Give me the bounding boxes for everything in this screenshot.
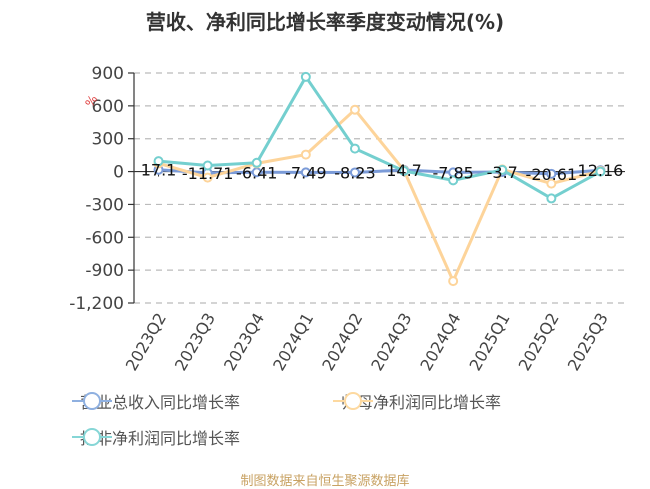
data-label: -8.23 [334,163,375,182]
data-point [546,178,557,189]
data-point [595,166,606,177]
y-tick-label: 0 [113,163,124,183]
data-label: -6.41 [236,163,277,182]
data-label: -20.61 [526,165,578,184]
x-tick-label: 2023Q2 [122,310,170,374]
data-label: 12.16 [578,161,624,180]
legend-item-revenue[interactable]: 营业总收入同比增长率 [72,390,240,412]
data-point [349,143,360,154]
x-tick-label: 2024Q4 [416,310,464,374]
data-point [251,157,262,168]
legend-line-circle-icon [333,392,373,410]
y-tick-label: -300 [85,195,124,215]
data-point [300,71,311,82]
y-tick-label: 900 [92,64,124,84]
legend-label: 归母净利润同比增长率 [341,393,502,412]
data-point [300,167,311,178]
y-tick-label: -900 [85,261,124,281]
data-point [202,172,213,183]
data-point [300,149,311,160]
data-label: 14.7 [386,161,422,180]
data-point [349,167,360,178]
data-point [349,104,360,115]
data-point [448,276,459,287]
data-label: -11.71 [182,164,234,183]
data-label: -3.7 [487,163,518,182]
x-tick-label: 2025Q1 [466,310,514,374]
y-tick-label: -600 [85,228,124,248]
y-tick-label: -1,200 [69,294,124,314]
x-tick-label: 2023Q3 [171,310,219,374]
data-point [497,164,508,175]
x-tick-label: 2023Q4 [220,310,268,374]
data-label: -7.49 [285,163,326,182]
data-point [399,166,410,177]
x-tick-label: 2024Q1 [269,310,317,374]
data-label: 17.1 [141,161,177,180]
data-point [546,193,557,204]
data-source-footer: 制图数据来自恒生聚源数据库 [240,474,410,489]
data-point [202,160,213,171]
legend-item-net-profit[interactable]: 归母净利润同比增长率 [333,390,501,412]
data-point [448,175,459,186]
legend-item-deducted-net-profit[interactable]: 扣非净利润同比增长率 [72,426,240,448]
data-point [153,156,164,167]
y-tick-label: 300 [92,130,124,150]
data-point [546,168,557,179]
data-label: -7.85 [432,163,473,182]
series-line [158,107,601,285]
chart-title: 营收、净利同比增长率季度变动情况(%) [145,10,505,34]
x-tick-label: 2024Q3 [367,310,415,374]
legend-label: 扣非净利润同比增长率 [80,429,241,448]
legend-line-circle-icon [72,392,112,410]
series-line [158,168,601,176]
x-tick-label: 2025Q3 [564,310,612,374]
legend-label: 营业总收入同比增长率 [80,393,241,412]
y-tick-label: 600 [92,97,124,117]
x-tick-label: 2025Q2 [515,310,563,374]
series-line [158,74,602,201]
legend-line-circle-icon [72,428,112,446]
x-tick-label: 2024Q2 [318,310,366,374]
